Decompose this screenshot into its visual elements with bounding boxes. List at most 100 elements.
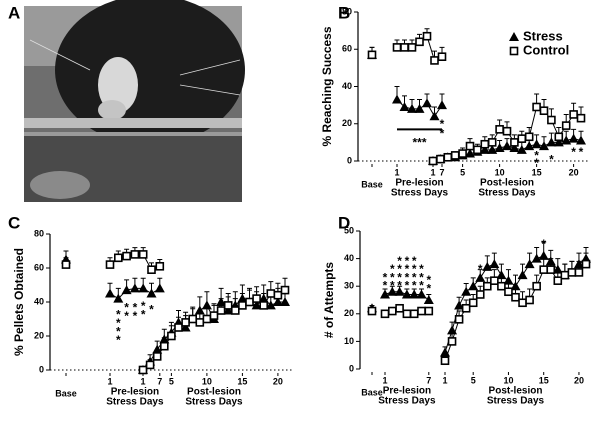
annotation: * — [412, 279, 417, 293]
marker — [395, 303, 404, 313]
x-tick-label: 10 — [503, 375, 513, 385]
annotation: * — [116, 316, 121, 330]
x-tick-label: 7 — [439, 167, 444, 177]
marker — [223, 301, 233, 310]
marker — [417, 306, 426, 316]
marker — [138, 283, 149, 293]
x-group-label: Stress Days — [378, 396, 436, 407]
y-tick-label: 30 — [344, 281, 354, 291]
marker — [458, 149, 467, 158]
marker — [114, 253, 123, 263]
marker — [552, 264, 563, 274]
marker — [502, 126, 512, 136]
marker — [480, 139, 490, 149]
marker — [113, 293, 124, 303]
y-axis-label: % Pellets Obtained — [12, 248, 26, 356]
marker — [399, 101, 410, 111]
annotation: * — [397, 254, 402, 268]
marker — [495, 125, 504, 134]
marker — [450, 151, 460, 160]
x-group-label: Pre-lesion — [383, 386, 431, 397]
marker — [531, 253, 542, 263]
marker — [367, 50, 377, 60]
marker — [188, 314, 197, 324]
marker — [415, 37, 424, 47]
marker — [581, 259, 591, 269]
x-group-label: Stress Days — [106, 397, 164, 408]
annotation: * — [116, 307, 121, 321]
y-tick-label: 80 — [342, 6, 352, 16]
marker — [539, 141, 549, 151]
annotation: * — [549, 152, 554, 166]
annotation: * — [390, 279, 395, 293]
marker — [497, 281, 506, 291]
marker — [461, 303, 471, 313]
marker — [554, 132, 564, 142]
annotation: * — [412, 254, 417, 268]
marker — [524, 259, 535, 269]
marker — [475, 290, 485, 299]
marker — [461, 286, 472, 296]
marker — [401, 289, 412, 299]
marker — [489, 259, 500, 269]
marker — [510, 138, 519, 147]
marker — [545, 256, 556, 266]
marker — [524, 132, 534, 142]
marker — [407, 43, 417, 52]
marker — [392, 43, 402, 52]
marker — [502, 141, 512, 151]
legend-marker — [509, 32, 519, 41]
marker — [414, 103, 425, 113]
marker — [392, 94, 402, 104]
x-tick-label: 10 — [495, 167, 505, 177]
marker — [454, 315, 464, 324]
marker — [194, 305, 205, 315]
x-tick-label: 5 — [169, 376, 174, 386]
marker — [479, 144, 490, 154]
annotation: * — [440, 117, 445, 131]
marker — [380, 309, 390, 319]
marker — [258, 293, 269, 303]
marker — [423, 295, 434, 304]
panel-label: B — [338, 3, 350, 22]
marker — [569, 110, 578, 119]
marker — [573, 259, 584, 269]
annotation: * — [405, 279, 410, 293]
x-tick-label: 10 — [202, 376, 212, 386]
annotation: * — [419, 279, 424, 293]
marker — [424, 306, 434, 316]
marker — [503, 275, 514, 285]
marker — [152, 352, 162, 361]
marker — [259, 301, 269, 310]
marker — [231, 306, 240, 315]
marker — [272, 297, 283, 306]
annotation: * — [141, 307, 146, 321]
marker — [574, 268, 584, 277]
x-tick-label: 1 — [140, 376, 145, 386]
annotation: * — [397, 270, 402, 284]
marker — [454, 300, 465, 310]
annotation: * — [541, 237, 546, 251]
annotation: * — [571, 145, 576, 159]
marker — [561, 135, 572, 145]
annotation: * — [478, 262, 483, 276]
annotation: * — [397, 262, 402, 276]
marker — [61, 260, 71, 269]
marker — [201, 300, 212, 310]
annotation: * — [405, 262, 410, 276]
annotation: * — [383, 279, 388, 293]
marker — [490, 276, 499, 285]
panel-label: C — [8, 213, 20, 232]
annotation: * — [419, 270, 424, 284]
y-tick-label: 40 — [344, 253, 354, 263]
marker — [553, 137, 564, 147]
marker — [482, 261, 493, 271]
annotation: * — [390, 262, 395, 276]
marker — [468, 281, 479, 291]
marker — [251, 300, 262, 310]
marker — [532, 281, 541, 291]
marker — [280, 297, 290, 306]
y-tick-label: 0 — [347, 155, 352, 165]
marker — [407, 103, 417, 113]
